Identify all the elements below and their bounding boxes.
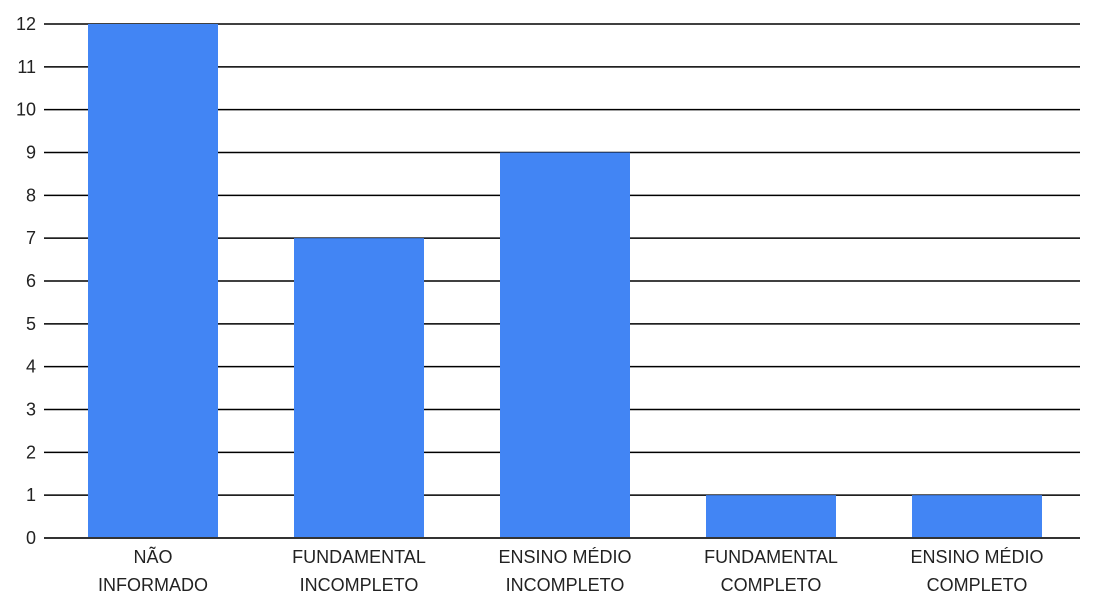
y-tick-label: 8	[26, 185, 36, 205]
bar	[500, 152, 630, 538]
y-tick-label: 10	[16, 100, 36, 120]
y-tick-label: 7	[26, 228, 36, 248]
bar	[88, 24, 218, 538]
x-category-label-line: ENSINO MÉDIO	[910, 547, 1043, 567]
y-tick-label: 3	[26, 400, 36, 420]
x-category-label: ENSINO MÉDIO INCOMPLETO	[498, 547, 631, 595]
x-category-label-line: COMPLETO	[721, 575, 822, 595]
x-category-label-line: FUNDAMENTAL	[292, 547, 426, 567]
y-tick-label: 1	[26, 485, 36, 505]
y-tick-label: 5	[26, 314, 36, 334]
y-tick-label: 4	[26, 357, 36, 377]
x-category-label-line: INCOMPLETO	[506, 575, 625, 595]
bar	[912, 495, 1042, 538]
x-category-label-line: ENSINO MÉDIO	[498, 547, 631, 567]
x-category-label: FUNDAMENTAL COMPLETO	[704, 547, 838, 595]
bar	[294, 238, 424, 538]
x-category-label-line: INCOMPLETO	[300, 575, 419, 595]
y-tick-label: 6	[26, 271, 36, 291]
labels: 0123456789101112NÃOINFORMADOFUNDAMENTALI…	[16, 14, 1044, 595]
y-tick-label: 9	[26, 143, 36, 163]
x-category-label-line: INFORMADO	[98, 575, 208, 595]
x-category-label: ENSINO MÉDIO COMPLETO	[910, 547, 1043, 595]
bars	[88, 24, 1042, 538]
x-category-label: FUNDAMENTAL INCOMPLETO	[292, 547, 426, 595]
x-category-label-line: NÃO	[133, 546, 172, 567]
y-tick-label: 0	[26, 528, 36, 548]
y-tick-label: 11	[17, 57, 36, 77]
x-category-label-line: COMPLETO	[927, 575, 1028, 595]
y-tick-label: 12	[16, 14, 36, 34]
bar	[706, 495, 836, 538]
x-category-label-line: FUNDAMENTAL	[704, 547, 838, 567]
y-tick-label: 2	[26, 442, 36, 462]
x-category-label: NÃO INFORMADO	[98, 546, 208, 595]
